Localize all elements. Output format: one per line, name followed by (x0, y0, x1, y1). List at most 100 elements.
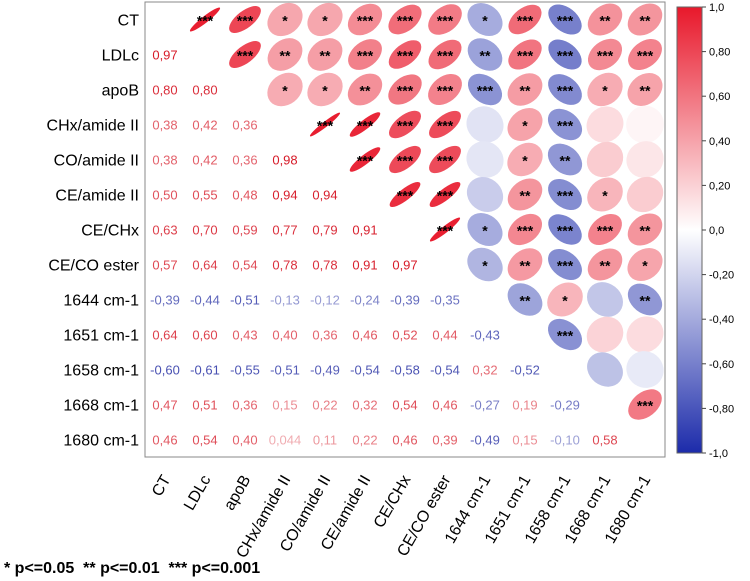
corr-value-label: 0,48 (232, 188, 257, 203)
corr-value-label: -0,39 (150, 293, 180, 308)
corr-value-label: 0,32 (472, 363, 497, 378)
corr-ellipse (467, 2, 503, 37)
row-label: 1644 cm-1 (63, 293, 139, 310)
corr-value-label: 0,50 (152, 188, 177, 203)
corr-value-label: 0,80 (192, 83, 217, 98)
corr-ellipse (267, 38, 303, 71)
corr-ellipse (627, 247, 663, 282)
corr-ellipse (628, 389, 662, 420)
corr-value-label: 0,22 (312, 398, 337, 413)
row-label: CO/amide II (54, 153, 139, 170)
corr-value-label: 0,77 (272, 223, 297, 238)
significance-stars: *** (637, 48, 654, 64)
significance-stars: ** (640, 83, 651, 99)
corr-ellipse (588, 214, 622, 245)
corr-value-label: -0,49 (470, 433, 500, 448)
corr-value-label: 0,39 (432, 433, 457, 448)
significance-stars: *** (437, 13, 454, 29)
corr-ellipse (587, 72, 623, 107)
colorbar-tick-label: 0,0 (709, 225, 724, 237)
corr-ellipse (586, 316, 624, 353)
corr-value-label: -0,39 (390, 293, 420, 308)
corr-ellipse (548, 179, 582, 210)
corr-ellipse (389, 145, 421, 174)
corr-ellipse (389, 110, 421, 139)
row-label: CE/CO ester (48, 258, 139, 275)
corr-value-label: 0,19 (512, 398, 537, 413)
significance-stars: ** (520, 83, 531, 99)
corr-value-label: -0,35 (430, 293, 460, 308)
corr-ellipse (547, 108, 583, 141)
significance-stars: *** (357, 48, 374, 64)
corr-value-label: 0,91 (352, 258, 377, 273)
corr-ellipse (548, 39, 582, 70)
significance-stars: ** (640, 223, 651, 239)
significance-stars: ** (360, 83, 371, 99)
significance-stars: *** (517, 223, 534, 239)
corr-value-label: -0,54 (430, 363, 460, 378)
corr-ellipse (547, 282, 583, 317)
corr-value-label: 0,32 (352, 398, 377, 413)
significance-stars: ** (520, 188, 531, 204)
corr-ellipse (548, 4, 582, 35)
corr-ellipse (547, 143, 583, 176)
corr-value-label: 0,36 (232, 118, 257, 133)
significance-stars: *** (357, 118, 374, 134)
corr-ellipse (428, 74, 462, 105)
corr-ellipse (348, 39, 382, 70)
colorbar-tick-label: -0,20 (709, 270, 734, 282)
corr-ellipse (429, 110, 461, 139)
row-label: 1651 cm-1 (63, 328, 139, 345)
corr-value-label: 0,44 (432, 328, 457, 343)
significance-legend: * p<=0.05 ** p<=0.01 *** p<=0.001 (4, 560, 260, 577)
corr-ellipse (627, 283, 663, 316)
column-label: LDLc (181, 473, 214, 514)
corr-value-label: -0,10 (550, 433, 580, 448)
corr-ellipse (466, 141, 504, 178)
significance-stars: *** (477, 83, 494, 99)
significance-stars: *** (357, 153, 374, 169)
corr-ellipse (586, 141, 624, 178)
corr-ellipse (587, 3, 623, 36)
corr-ellipse (349, 112, 381, 137)
significance-stars: ** (520, 293, 531, 309)
corr-value-label: -0,60 (150, 363, 180, 378)
corr-value-label: -0,52 (510, 363, 540, 378)
column-label: CE/CHx (371, 473, 415, 532)
corr-value-label: 0,57 (152, 258, 177, 273)
row-label: CHx/amide II (47, 118, 139, 135)
significance-stars: *** (557, 48, 574, 64)
corr-value-label: 0,52 (392, 328, 417, 343)
corr-value-label: -0,58 (390, 363, 420, 378)
significance-stars: *** (597, 223, 614, 239)
corr-ellipse (507, 73, 543, 106)
column-label: CT (149, 472, 174, 499)
significance-stars: *** (637, 398, 654, 414)
row-label: apoB (102, 83, 139, 100)
colorbar-tick-label: -0,40 (709, 314, 734, 326)
corr-value-label: 0,044 (269, 433, 302, 448)
significance-stars: ** (480, 48, 491, 64)
corr-ellipse (548, 249, 582, 280)
corr-ellipse (507, 178, 543, 211)
colorbar (676, 6, 703, 454)
corr-value-label: -0,13 (270, 293, 300, 308)
significance-stars: *** (557, 118, 574, 134)
corr-value-label: 0,40 (272, 328, 297, 343)
corr-value-label: 0,11 (313, 433, 337, 448)
corr-ellipse (349, 147, 381, 172)
significance-stars: *** (437, 48, 454, 64)
corr-value-label: 0,43 (232, 328, 257, 343)
row-label: CE/CHx (81, 223, 139, 240)
significance-stars: *** (437, 118, 454, 134)
corr-ellipse (229, 41, 261, 68)
corr-ellipse (627, 213, 663, 246)
significance-stars: ** (560, 153, 571, 169)
row-label: CE/amide II (55, 188, 139, 205)
corr-ellipse (587, 352, 623, 387)
corr-ellipse (307, 38, 343, 71)
corr-ellipse (307, 72, 343, 107)
corr-value-label: -0,44 (190, 293, 220, 308)
significance-stars: *** (557, 223, 574, 239)
